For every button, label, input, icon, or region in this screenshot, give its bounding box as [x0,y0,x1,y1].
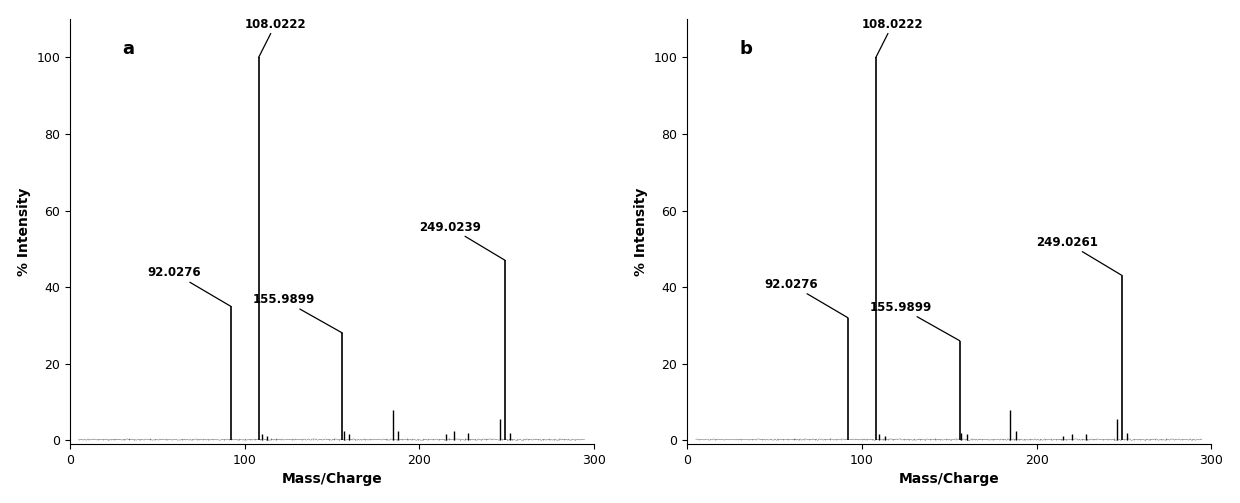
Text: a: a [123,40,134,58]
Text: 92.0276: 92.0276 [765,278,848,318]
Text: 249.0261: 249.0261 [1035,236,1122,276]
Text: 249.0239: 249.0239 [419,220,505,261]
Text: b: b [739,40,753,58]
Y-axis label: % Intensity: % Intensity [634,188,647,276]
Text: 155.9899: 155.9899 [869,301,960,341]
Text: 108.0222: 108.0222 [244,18,306,57]
Text: 92.0276: 92.0276 [148,267,231,306]
Text: 155.9899: 155.9899 [252,293,342,333]
X-axis label: Mass/Charge: Mass/Charge [281,472,382,486]
Y-axis label: % Intensity: % Intensity [16,188,31,276]
X-axis label: Mass/Charge: Mass/Charge [899,472,999,486]
Text: 108.0222: 108.0222 [862,18,924,57]
